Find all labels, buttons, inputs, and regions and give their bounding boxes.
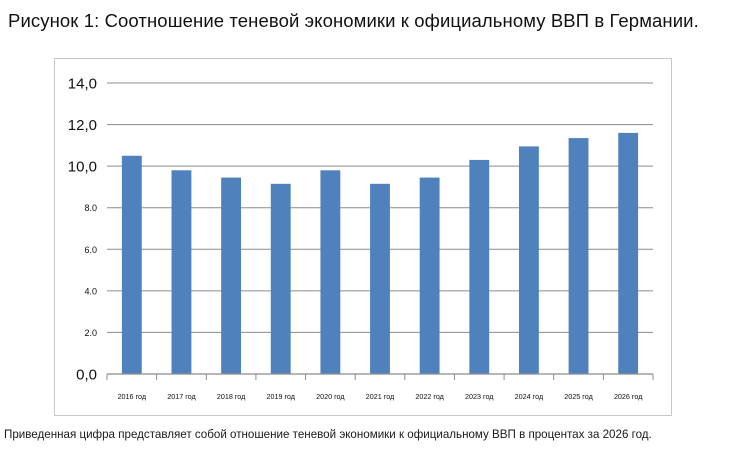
bars <box>121 132 639 374</box>
bar <box>618 132 639 374</box>
x-tick-label: 2020 год <box>316 392 345 401</box>
chart-title: Рисунок 1: Соотношение теневой экономики… <box>8 10 699 31</box>
x-tick-label: 2026 год <box>614 392 643 401</box>
y-tick-label: 14,0 <box>68 76 97 93</box>
y-tick-label: 8.0 <box>84 203 97 213</box>
bar <box>171 170 192 374</box>
bar <box>221 177 242 374</box>
bar <box>469 159 490 374</box>
x-tick-label: 2022 год <box>415 392 444 401</box>
x-tick-label: 2025 год <box>564 392 593 401</box>
bar <box>518 146 539 374</box>
y-axis-ticks: 0,0 2.0 4.0 6.0 8.0 10,0 12,0 14,0 <box>68 76 97 384</box>
bar <box>419 177 440 374</box>
x-axis <box>106 373 654 380</box>
y-tick-label: 6.0 <box>84 245 97 255</box>
x-tick-label: 2016 год <box>118 392 147 401</box>
y-tick-label: 4.0 <box>84 286 97 296</box>
bar <box>370 183 390 374</box>
x-tick-label: 2019 год <box>266 392 295 401</box>
x-tick-label: 2021 год <box>366 392 395 401</box>
y-tick-label: 10,0 <box>68 159 97 176</box>
x-axis-ticks: 2016 год 2017 год 2018 год 2019 год 2020 год… <box>118 392 644 401</box>
y-tick-label: 12,0 <box>68 117 97 134</box>
x-tick-label: 2018 год <box>217 392 246 401</box>
bar <box>320 170 341 374</box>
bar <box>270 183 291 374</box>
x-tick-label: 2023 год <box>465 392 494 401</box>
x-tick-label: 2017 год <box>167 392 196 401</box>
y-tick-label: 2.0 <box>84 328 97 338</box>
bar <box>121 155 142 374</box>
y-tick-label: 0,0 <box>76 367 97 384</box>
chart-caption: Приведенная цифра представляет собой отн… <box>4 428 652 441</box>
bar <box>568 138 589 374</box>
x-tick-label: 2024 год <box>515 392 544 401</box>
